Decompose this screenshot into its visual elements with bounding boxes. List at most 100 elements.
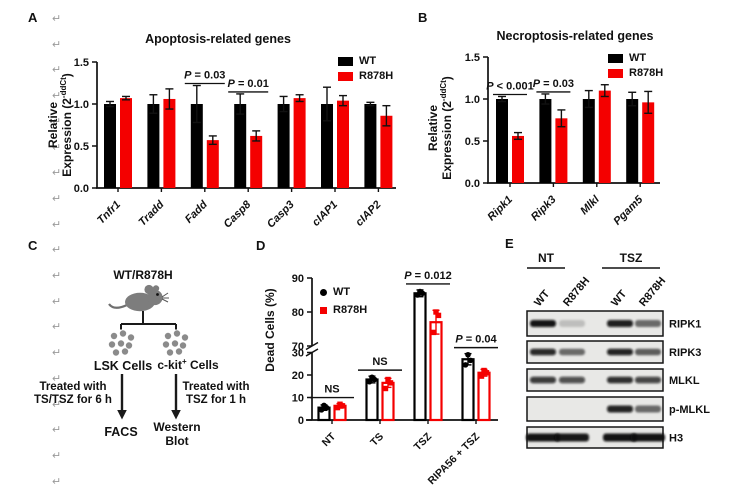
- panel-a-chart: 0.0 0.5 1.0 1.5 Tnfr1 Tradd Fadd Casp8 Casp3 cIAP…: [74, 57, 396, 230]
- wt-circle-marker: [320, 288, 327, 296]
- paragraph-mark: ↵: [52, 347, 62, 360]
- data-point-circle: [417, 288, 423, 295]
- mouse-icon: [108, 284, 169, 312]
- lane-label: WT: [609, 288, 629, 309]
- bar-wt: [234, 104, 247, 188]
- bar-wt: [104, 104, 116, 188]
- data-point-square: [478, 373, 485, 379]
- p-value-annotation: P = 0.04: [455, 334, 497, 346]
- data-point-circle: [467, 357, 474, 364]
- legend-row: R878H: [338, 70, 393, 82]
- data-point-circle: [318, 407, 325, 413]
- panel-b-chart: 0.0 0.5 1.0 1.5 Ripk1 Ripk3 Mlkl Pgam5 P < 0.001…: [465, 52, 660, 228]
- bar-wt: [364, 104, 377, 188]
- protein-band: [635, 348, 661, 356]
- panel-label-c: C: [28, 238, 38, 253]
- category-label: RIPA56 + TSZ: [426, 430, 483, 487]
- mouse-head: [147, 289, 163, 306]
- legend-label: WT: [359, 55, 377, 67]
- p-value-annotation: P = 0.012: [404, 270, 451, 282]
- panel-label-b: B: [418, 10, 428, 25]
- panel-label-e: E: [505, 236, 514, 251]
- panel-label-d: D: [256, 238, 266, 253]
- paragraph-mark: ↵: [52, 321, 62, 334]
- paragraph-mark: ↵: [52, 115, 62, 128]
- bar-r878h: [598, 90, 611, 183]
- legend-label: WT: [629, 52, 647, 64]
- data-point-square: [387, 380, 394, 386]
- y-tick-label: 70: [292, 341, 304, 353]
- legend-row: R878H: [608, 67, 663, 79]
- blot-row-label: H3: [669, 433, 683, 445]
- protein-band: [635, 405, 661, 413]
- blot-row-label: RIPK1: [669, 319, 701, 331]
- category-label: Casp8: [221, 198, 253, 230]
- panel-a-legend: WT R878H: [338, 55, 393, 82]
- category-label: Mlkl: [578, 193, 602, 217]
- bar-r878h: [120, 98, 132, 188]
- y-tick-label: 1.5: [74, 57, 89, 69]
- data-point-square: [430, 329, 437, 336]
- data-point-circle: [465, 351, 471, 358]
- protein-band: [631, 433, 665, 442]
- blot-row-label: RIPK3: [669, 347, 701, 359]
- panel-label-a: A: [28, 10, 38, 25]
- bar-wt: [539, 99, 552, 183]
- facs-arrow: [117, 374, 127, 420]
- bar-r878h: [293, 98, 306, 188]
- y-tick-label: 0.0: [74, 183, 89, 195]
- bar-wt: [321, 104, 333, 188]
- open-bar-wt: [365, 378, 379, 422]
- paragraph-mark: ↵: [52, 90, 62, 103]
- r878h-swatch: [608, 68, 623, 78]
- panel-c-graphics: [108, 284, 189, 420]
- y-tick-label: 90: [292, 273, 304, 285]
- paragraph-mark: ↵: [52, 424, 62, 437]
- category-label: cIAP1: [310, 199, 340, 229]
- data-point-square: [337, 401, 343, 407]
- treatment-group-label: TSZ: [620, 251, 643, 265]
- category-label: NT: [320, 430, 339, 449]
- bar-r878h: [642, 102, 655, 183]
- lane-label: R878H: [637, 275, 668, 309]
- y-tick-label: 80: [292, 307, 304, 319]
- legend-row: R878H: [320, 304, 367, 316]
- paragraph-mark: ↵: [52, 244, 62, 257]
- protein-band: [559, 320, 585, 327]
- r878h-swatch: [338, 71, 353, 81]
- legend-label: WT: [333, 286, 351, 298]
- protein-band: [559, 376, 585, 384]
- bar-wt: [496, 99, 508, 183]
- bar-wt: [626, 99, 639, 183]
- lsk-cells-dots: [108, 330, 135, 356]
- lsk-cells-label: LSK Cells: [93, 359, 153, 373]
- ckit-cells-label: c-kit+ Cells: [157, 357, 219, 372]
- protein-band: [559, 348, 585, 356]
- y-tick-label: 1.0: [465, 94, 480, 106]
- panel-a-title: Apoptosis-related genes: [145, 32, 291, 46]
- p-value-annotation: P = 0.03: [184, 70, 225, 82]
- protein-band: [635, 320, 661, 327]
- open-bar-r878h: [429, 321, 443, 422]
- y-tick-label: 1.0: [74, 99, 89, 111]
- panel-d-legend: WT R878H: [320, 286, 367, 316]
- protein-band: [530, 376, 556, 384]
- ckit-cells-dots: [162, 330, 189, 356]
- bar-r878h: [380, 115, 393, 188]
- blot-box: [526, 340, 664, 364]
- blot-box: [526, 368, 664, 392]
- paragraph-mark: ↵: [52, 270, 62, 282]
- y-label-line2: Expression (2-ddCt): [59, 73, 75, 177]
- open-bar-wt: [461, 358, 475, 422]
- legend-row: WT: [320, 286, 367, 298]
- bar-wt: [190, 104, 203, 188]
- data-point-circle: [369, 374, 375, 381]
- data-point-square: [435, 312, 442, 319]
- category-label: Ripk1: [485, 194, 515, 224]
- data-point-circle: [462, 362, 469, 368]
- y-tick-label: 30: [292, 348, 304, 360]
- bar-r878h: [250, 135, 263, 188]
- bar-wt: [147, 104, 160, 188]
- protein-band: [607, 376, 633, 384]
